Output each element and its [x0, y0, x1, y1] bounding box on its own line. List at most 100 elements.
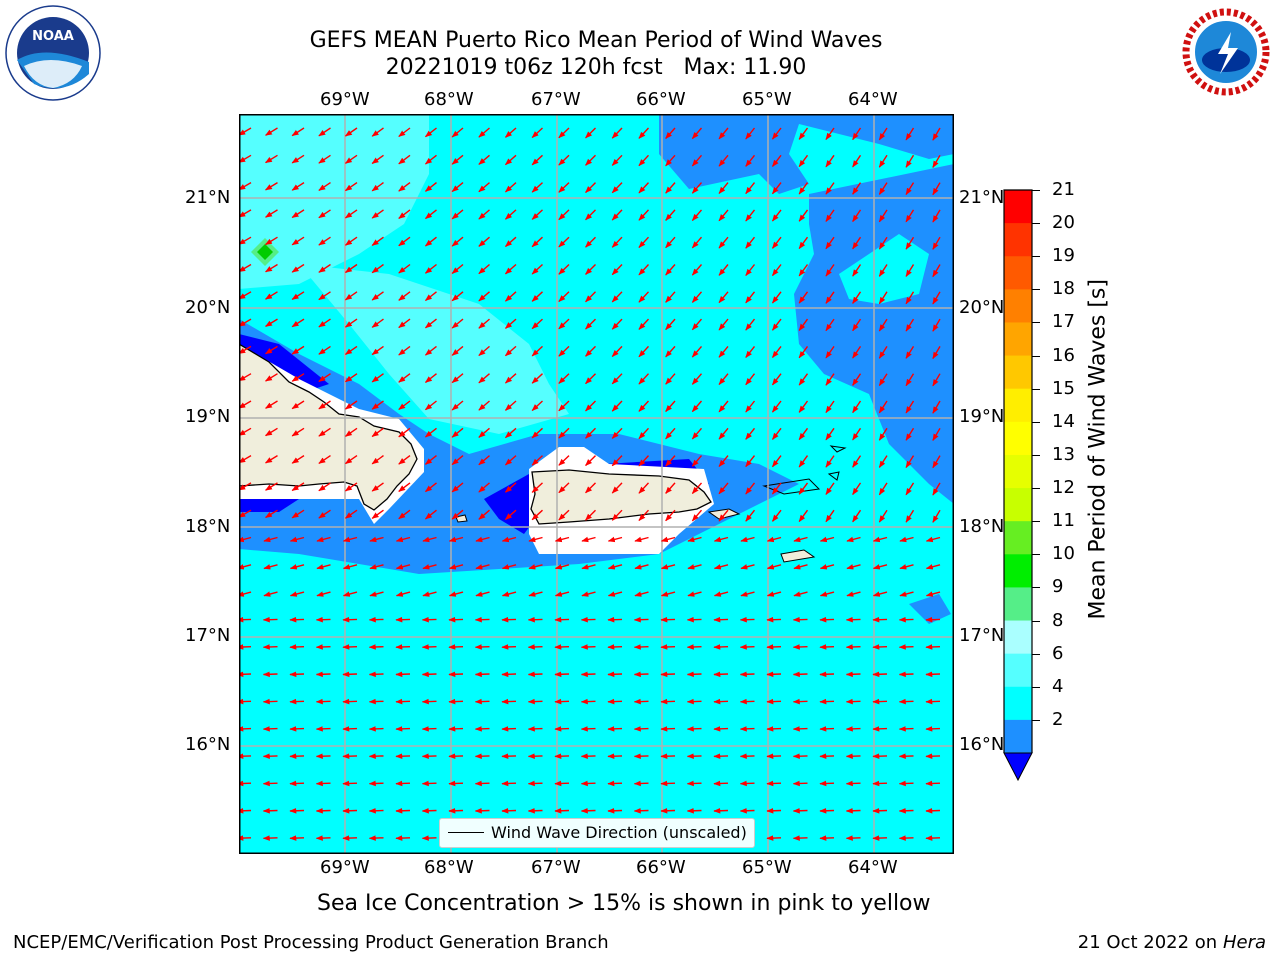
wind-arrow — [771, 291, 782, 304]
wind-arrow — [318, 209, 331, 219]
wind-arrow — [558, 455, 570, 466]
wind-arrow — [745, 154, 756, 167]
wind-arrow — [371, 455, 384, 465]
wind-arrow — [819, 753, 835, 759]
legend-line — [448, 832, 484, 833]
wind-arrow — [474, 780, 490, 787]
wind-arrow — [845, 780, 861, 787]
wind-arrow — [451, 263, 464, 274]
wind-arrow — [368, 671, 384, 678]
wind-arrow — [660, 616, 676, 623]
wind-arrow — [585, 209, 596, 221]
wind-arrow — [611, 154, 623, 166]
wind-arrow — [475, 536, 490, 543]
wind-arrow — [905, 509, 915, 523]
wind-arrow — [398, 209, 411, 219]
wind-arrow — [580, 644, 596, 650]
wind-arrow — [745, 236, 756, 249]
wind-arrow — [501, 671, 517, 678]
wind-arrow — [607, 564, 623, 570]
wind-arrow — [421, 644, 437, 650]
wind-arrow — [846, 564, 861, 570]
wind-arrow — [451, 182, 464, 193]
green-patch-inner — [257, 244, 273, 260]
wind-arrow — [898, 753, 914, 759]
colorbar-segment — [1004, 488, 1032, 522]
wind-arrow — [263, 591, 278, 597]
wind-arrow — [739, 780, 755, 787]
wind-arrow — [878, 509, 888, 523]
wind-arrow — [872, 807, 888, 814]
colorbar-tick-mark — [1032, 421, 1040, 423]
wind-arrow — [713, 564, 729, 570]
wind-arrow — [368, 753, 384, 759]
colorbar-tick-mark — [1032, 355, 1040, 357]
wind-arrow — [371, 318, 384, 328]
wind-arrow — [344, 455, 358, 465]
wind-arrow — [852, 427, 862, 441]
wind-arrow — [448, 591, 464, 597]
nws-logo — [1176, 2, 1276, 102]
legend-box: Wind Wave Direction (unscaled) — [439, 818, 755, 848]
wind-arrow — [633, 671, 649, 678]
wind-arrow — [475, 564, 490, 570]
wind-arrow — [825, 236, 835, 250]
wind-arrow — [368, 780, 384, 787]
wind-arrow — [558, 318, 570, 330]
wind-arrow — [504, 400, 517, 411]
wind-arrow — [611, 482, 623, 494]
wind-arrow — [932, 455, 941, 469]
wind-arrow — [665, 427, 676, 440]
blue-patch-se — [909, 594, 951, 624]
wind-arrow — [905, 427, 915, 441]
wind-arrow — [398, 291, 411, 301]
wind-arrow — [424, 318, 437, 329]
wind-arrow — [798, 509, 809, 523]
wind-arrow — [819, 644, 835, 650]
wind-arrow — [607, 536, 623, 543]
wind-arrow — [398, 154, 411, 165]
wind-arrow — [878, 236, 888, 250]
wind-arrow — [504, 182, 517, 193]
wind-arrow — [531, 291, 543, 302]
colorbar-tick-label: 6 — [1052, 642, 1064, 664]
wind-arrow — [558, 209, 570, 221]
wind-arrow — [342, 591, 358, 597]
wind-arrow — [504, 209, 517, 220]
wind-arrow — [395, 616, 411, 623]
wind-arrow — [531, 427, 543, 439]
footer-branch: NCEP/EMC/Verification Post Processing Pr… — [13, 932, 609, 953]
wind-arrow — [236, 835, 252, 841]
wind-arrow — [395, 807, 411, 814]
wind-arrow — [318, 345, 331, 355]
wind-arrow — [792, 698, 808, 705]
wind-arrow — [478, 427, 490, 438]
lat-left-18: 18°N — [185, 516, 231, 537]
colorbar-tick-label: 15 — [1052, 377, 1075, 399]
wind-arrow — [395, 591, 411, 597]
wind-arrow — [745, 209, 756, 222]
colorbar-tick-label: 20 — [1052, 212, 1075, 234]
wind-arrow — [342, 536, 358, 543]
wind-arrow — [368, 698, 384, 705]
wind-arrow — [585, 264, 596, 275]
wind-arrow — [585, 318, 596, 330]
wind-arrow — [238, 345, 252, 355]
wind-arrow — [344, 509, 358, 519]
wind-arrow — [371, 236, 384, 246]
wind-arrow — [611, 264, 623, 276]
wind-arrow — [265, 127, 278, 136]
wind-arrow — [691, 345, 703, 358]
wind-arrow — [371, 427, 384, 438]
wind-arrow — [451, 127, 464, 138]
wind-arrow — [607, 807, 623, 814]
wind-arrow — [238, 509, 252, 518]
wind-arrow — [371, 263, 384, 274]
wind-arrow — [898, 835, 914, 841]
wind-arrow — [872, 698, 888, 705]
wind-arrow — [318, 509, 331, 519]
wind-arrow — [872, 671, 888, 678]
wind-arrow — [932, 346, 941, 360]
wind-arrow — [905, 236, 915, 250]
wind-arrow — [527, 671, 543, 678]
